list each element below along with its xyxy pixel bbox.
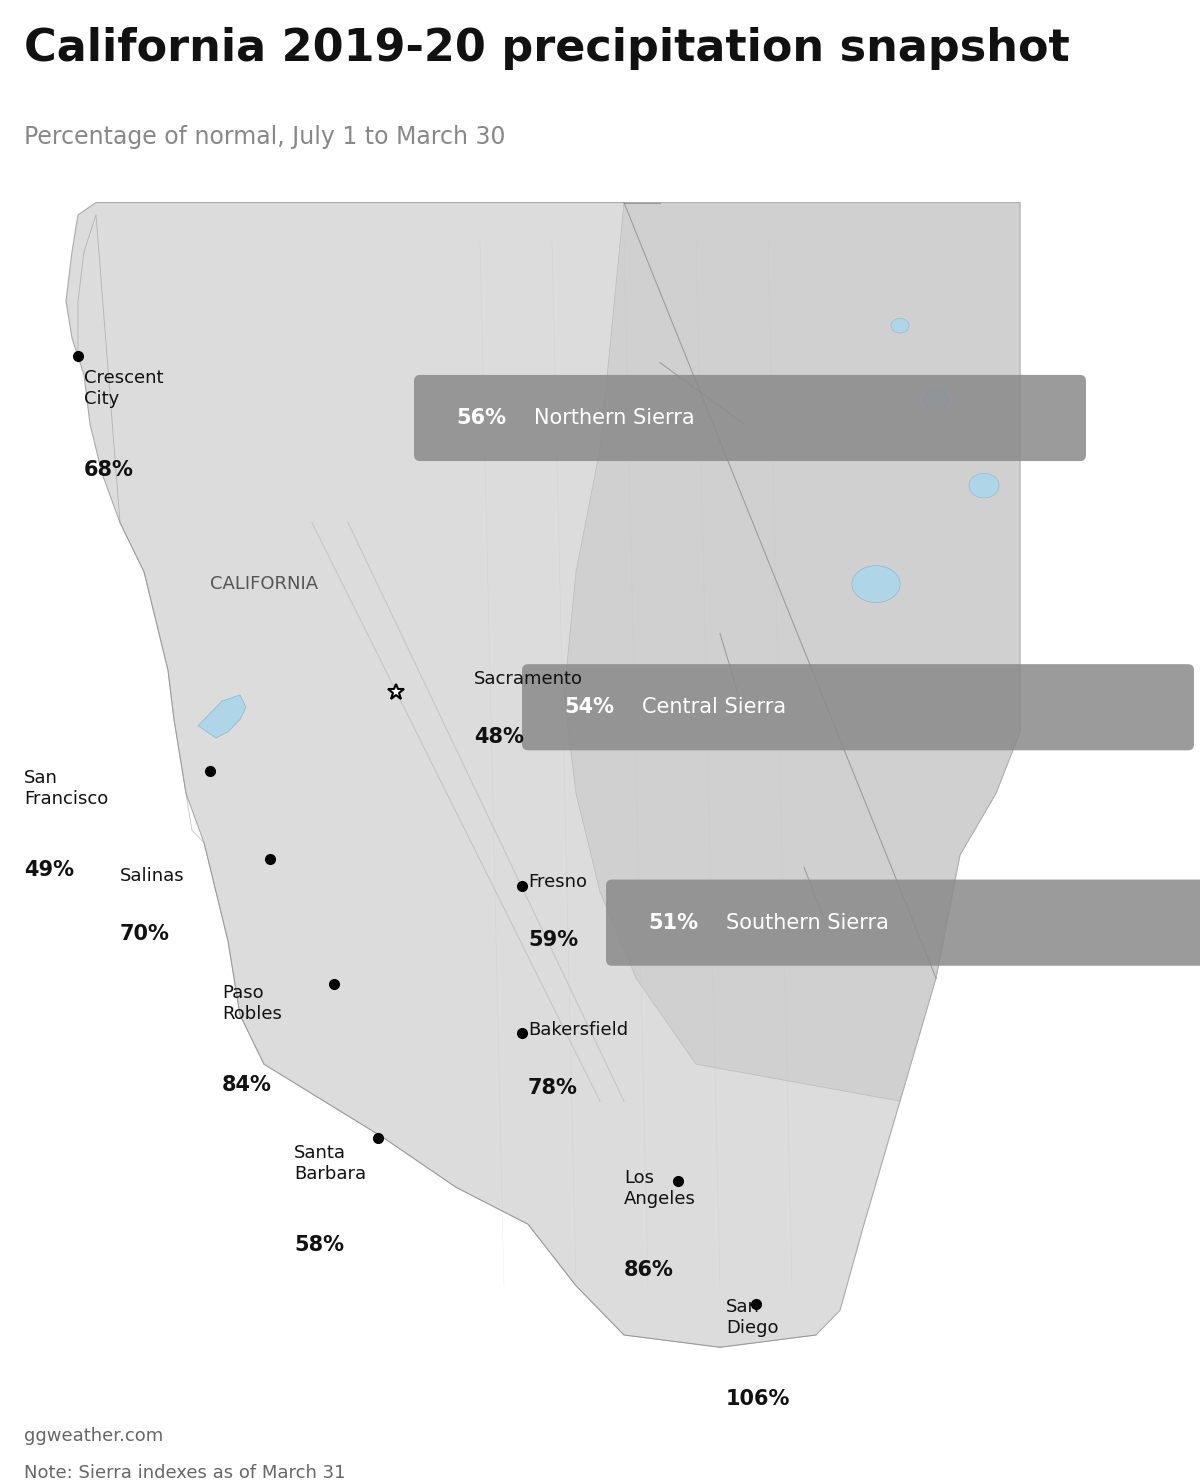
Text: Percentage of normal, July 1 to March 30: Percentage of normal, July 1 to March 30 (24, 125, 505, 148)
Text: Central Sierra: Central Sierra (642, 697, 786, 718)
Text: CALIFORNIA: CALIFORNIA (210, 575, 318, 593)
FancyBboxPatch shape (522, 664, 1194, 750)
Text: ggweather.com: ggweather.com (24, 1427, 163, 1446)
Text: Crescent
City: Crescent City (84, 369, 163, 408)
Text: Northern Sierra: Northern Sierra (534, 408, 695, 429)
Polygon shape (66, 203, 1020, 1347)
Text: Sacramento: Sacramento (474, 670, 583, 688)
Text: 68%: 68% (84, 460, 134, 480)
Text: Bakersfield: Bakersfield (528, 1022, 628, 1040)
Text: Los
Angeles: Los Angeles (624, 1169, 696, 1207)
Text: 48%: 48% (474, 727, 524, 747)
Text: 58%: 58% (294, 1235, 344, 1255)
Ellipse shape (852, 565, 900, 602)
Text: 51%: 51% (648, 912, 698, 933)
Text: 106%: 106% (726, 1390, 791, 1409)
Text: 49%: 49% (24, 860, 74, 879)
FancyBboxPatch shape (414, 375, 1086, 461)
Text: San
Francisco: San Francisco (24, 768, 108, 808)
Text: Southern Sierra: Southern Sierra (726, 912, 889, 933)
Text: Paso
Robles: Paso Robles (222, 985, 282, 1023)
Text: Fresno: Fresno (528, 873, 587, 891)
Text: 86%: 86% (624, 1261, 674, 1280)
FancyBboxPatch shape (606, 879, 1200, 965)
Ellipse shape (970, 473, 998, 498)
Ellipse shape (890, 319, 910, 334)
Text: 56%: 56% (456, 408, 506, 429)
Text: 84%: 84% (222, 1075, 272, 1096)
Text: California 2019-20 precipitation snapshot: California 2019-20 precipitation snapsho… (24, 27, 1069, 70)
Text: 54%: 54% (564, 697, 614, 718)
Ellipse shape (924, 390, 948, 409)
Text: 70%: 70% (120, 924, 170, 943)
Text: Salinas: Salinas (120, 868, 185, 885)
Text: Note: Sierra indexes as of March 31: Note: Sierra indexes as of March 31 (24, 1465, 346, 1483)
Polygon shape (564, 203, 1020, 1100)
Text: San
Diego: San Diego (726, 1298, 779, 1336)
Text: 78%: 78% (528, 1078, 578, 1097)
Text: Santa
Barbara: Santa Barbara (294, 1145, 366, 1183)
Polygon shape (198, 696, 246, 739)
Text: 59%: 59% (528, 930, 578, 951)
